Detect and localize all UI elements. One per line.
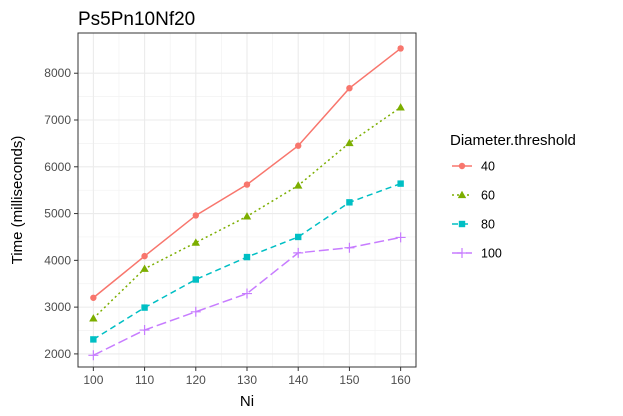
data-point-100 <box>395 232 406 243</box>
data-point-40 <box>141 252 148 260</box>
legend-label: 60 <box>481 189 495 203</box>
x-tick-label: 100 <box>83 373 103 387</box>
y-tick-label: 2000 <box>44 347 71 361</box>
data-point-40 <box>90 294 97 301</box>
x-tick-label: 160 <box>391 373 411 387</box>
legend-key-marker <box>458 220 466 228</box>
legend-title: Diameter.threshold <box>450 132 576 149</box>
data-point-60 <box>242 212 252 220</box>
legend-label: 40 <box>481 160 495 174</box>
y-axis-label: Time (milliseconds) <box>9 136 26 265</box>
data-point-80 <box>243 253 251 261</box>
data-point-80 <box>192 276 199 283</box>
x-axis-label: Ni <box>240 393 254 410</box>
y-axis-ticks: 2000 3000 4000 5000 6000 7000 8000 <box>44 66 78 361</box>
data-point-40 <box>346 84 353 92</box>
data-point-100 <box>293 247 304 258</box>
y-tick-label: 5000 <box>44 207 71 221</box>
series-80 <box>90 180 404 343</box>
legend-label: 100 <box>481 247 502 261</box>
legend-label: 80 <box>481 218 495 232</box>
data-point-100 <box>242 288 252 299</box>
data-point-80 <box>295 233 302 241</box>
data-point-100 <box>88 350 99 361</box>
x-tick-label: 150 <box>339 373 359 387</box>
series-60 <box>89 103 405 322</box>
legend-key-marker <box>457 190 467 199</box>
x-axis-ticks: 100 110 120 130 140 150 160 <box>83 367 411 387</box>
legend-item-100: 100 <box>452 247 502 261</box>
y-tick-label: 4000 <box>44 253 71 267</box>
legend-item-80: 80 <box>452 218 495 232</box>
chart-title: Ps5Pn10Nf20 <box>78 9 195 30</box>
data-point-100 <box>190 306 201 317</box>
data-point-40 <box>397 45 404 52</box>
x-tick-label: 130 <box>237 373 257 387</box>
plot-panel-border <box>77 32 417 368</box>
y-tick-label: 7000 <box>44 113 71 127</box>
legend-item-40: 40 <box>452 160 495 174</box>
data-point-100 <box>344 242 355 253</box>
data-point-80 <box>346 199 353 206</box>
y-tick-label: 6000 <box>44 160 71 174</box>
x-tick-label: 120 <box>186 373 206 387</box>
data-point-40 <box>243 181 251 188</box>
data-point-60 <box>89 314 98 322</box>
legend-key-marker <box>457 248 467 258</box>
data-point-80 <box>397 180 404 187</box>
series-100 <box>88 232 406 361</box>
data-point-40 <box>295 142 302 149</box>
y-tick-label: 3000 <box>44 300 71 314</box>
data-point-60 <box>140 264 149 272</box>
data-point-60 <box>191 238 200 246</box>
data-point-80 <box>90 336 97 343</box>
series-layer <box>88 45 406 361</box>
data-point-60 <box>396 103 405 111</box>
data-point-60 <box>345 138 354 147</box>
legend-item-60: 60 <box>452 189 495 203</box>
data-point-80 <box>141 304 148 311</box>
x-tick-label: 140 <box>288 373 308 387</box>
y-tick-label: 8000 <box>44 66 71 80</box>
legend: Diameter.threshold 40 60 80 100 <box>450 132 576 261</box>
x-tick-label: 110 <box>135 373 154 387</box>
series-40 <box>90 45 404 301</box>
data-point-40 <box>192 212 199 219</box>
legend-key-marker <box>458 162 466 170</box>
data-point-100 <box>139 325 150 336</box>
data-point-60 <box>294 181 303 189</box>
